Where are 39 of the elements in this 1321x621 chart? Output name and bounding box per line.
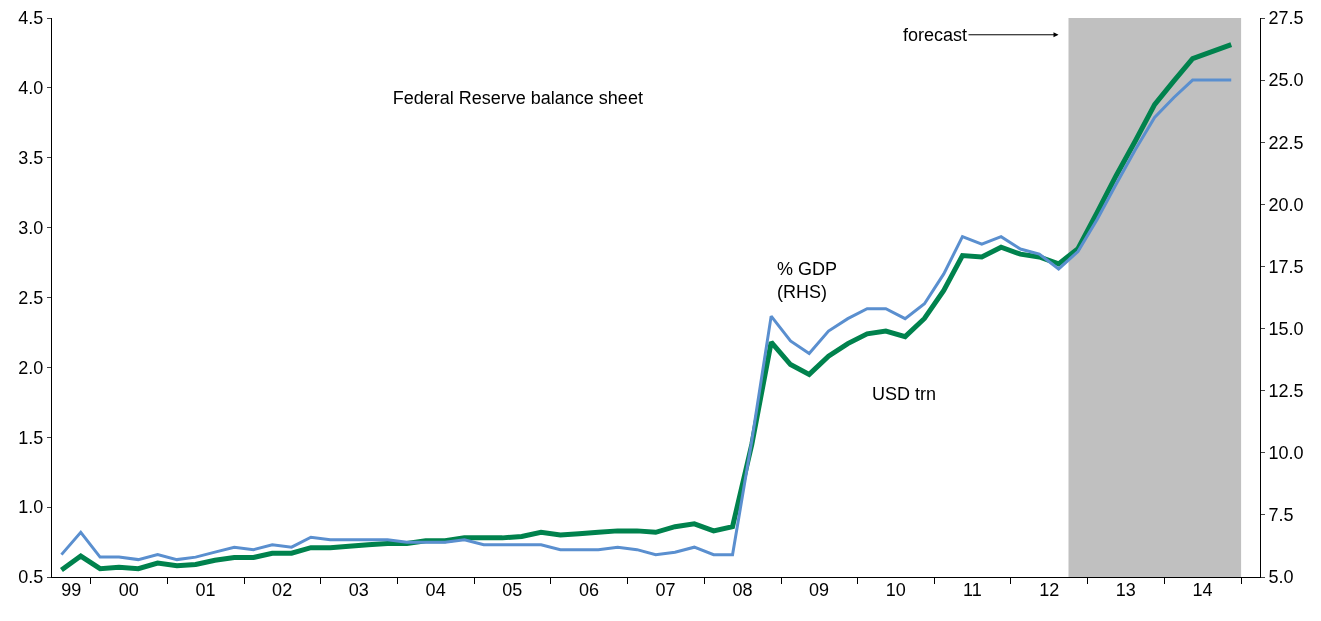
y-tick-label: 1.5 bbox=[18, 427, 44, 448]
y2-tick-label: 5.0 bbox=[1268, 567, 1294, 588]
x-tick-label: 06 bbox=[578, 580, 599, 600]
y2-tick-label: 17.5 bbox=[1268, 256, 1304, 277]
x-tick-label: 09 bbox=[809, 580, 830, 600]
x-tick-label: 14 bbox=[1192, 580, 1213, 600]
y-tick-label: 4.0 bbox=[18, 78, 44, 99]
y2-tick-label: 10.0 bbox=[1268, 443, 1304, 464]
x-tick-label: 03 bbox=[348, 580, 369, 600]
x-tick-label: 00 bbox=[118, 580, 139, 600]
x-tick-label: 08 bbox=[732, 580, 753, 600]
x-tick-label: 13 bbox=[1115, 580, 1136, 600]
band-label: forecast bbox=[903, 25, 968, 45]
y2-tick-label: 25.0 bbox=[1268, 70, 1304, 91]
y-tick-label: 3.0 bbox=[18, 217, 44, 238]
series-label: % GDP (RHS) bbox=[777, 259, 838, 303]
y2-tick-label: 12.5 bbox=[1268, 380, 1304, 401]
y-tick-label: 4.5 bbox=[18, 8, 44, 29]
x-tick-label: 05 bbox=[502, 580, 523, 600]
x-tick-label: 02 bbox=[272, 580, 293, 600]
y2-tick-label: 20.0 bbox=[1268, 194, 1304, 215]
y2-tick-label: 27.5 bbox=[1268, 8, 1304, 29]
y2-tick-label: 15.0 bbox=[1268, 318, 1304, 339]
x-tick-label: 07 bbox=[655, 580, 676, 600]
x-tick-label: 99 bbox=[61, 580, 82, 600]
y-tick-label: 3.5 bbox=[18, 148, 44, 169]
x-tick-label: 01 bbox=[195, 580, 216, 600]
x-tick-label: 12 bbox=[1039, 580, 1060, 600]
y2-tick-label: 22.5 bbox=[1268, 132, 1304, 153]
y-tick-label: 0.5 bbox=[18, 567, 44, 588]
text: USD trn bbox=[872, 384, 937, 404]
y-tick-label: 2.5 bbox=[18, 287, 44, 308]
y2-tick-label: 7.5 bbox=[1268, 505, 1294, 526]
x-tick-label: 10 bbox=[885, 580, 906, 600]
y-tick-label: 1.0 bbox=[18, 497, 44, 518]
y-tick-label: 2.0 bbox=[18, 357, 44, 378]
x-tick-label: 11 bbox=[962, 580, 982, 600]
text: Federal Reserve balance sheet bbox=[392, 88, 643, 109]
x-tick-label: 04 bbox=[425, 580, 446, 600]
